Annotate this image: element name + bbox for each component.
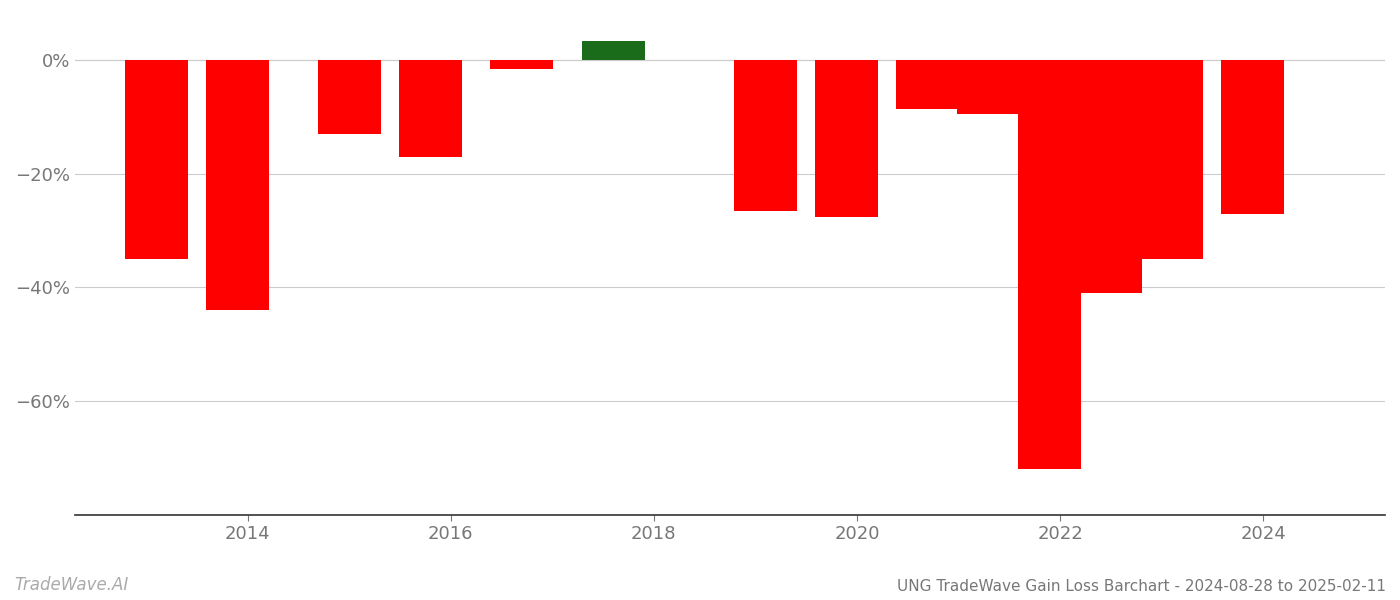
Bar xyxy=(958,61,1021,115)
Bar xyxy=(1221,61,1284,214)
Text: UNG TradeWave Gain Loss Barchart - 2024-08-28 to 2025-02-11: UNG TradeWave Gain Loss Barchart - 2024-… xyxy=(897,579,1386,594)
Bar xyxy=(581,41,644,61)
Bar xyxy=(490,61,553,69)
Bar xyxy=(1018,61,1081,469)
Bar xyxy=(1079,61,1142,293)
Bar xyxy=(815,61,878,217)
Bar xyxy=(318,61,381,134)
Text: TradeWave.AI: TradeWave.AI xyxy=(14,576,129,594)
Bar xyxy=(896,61,959,109)
Bar xyxy=(399,61,462,157)
Bar xyxy=(1140,61,1203,259)
Bar xyxy=(734,61,797,211)
Bar xyxy=(125,61,188,259)
Bar xyxy=(206,61,269,310)
